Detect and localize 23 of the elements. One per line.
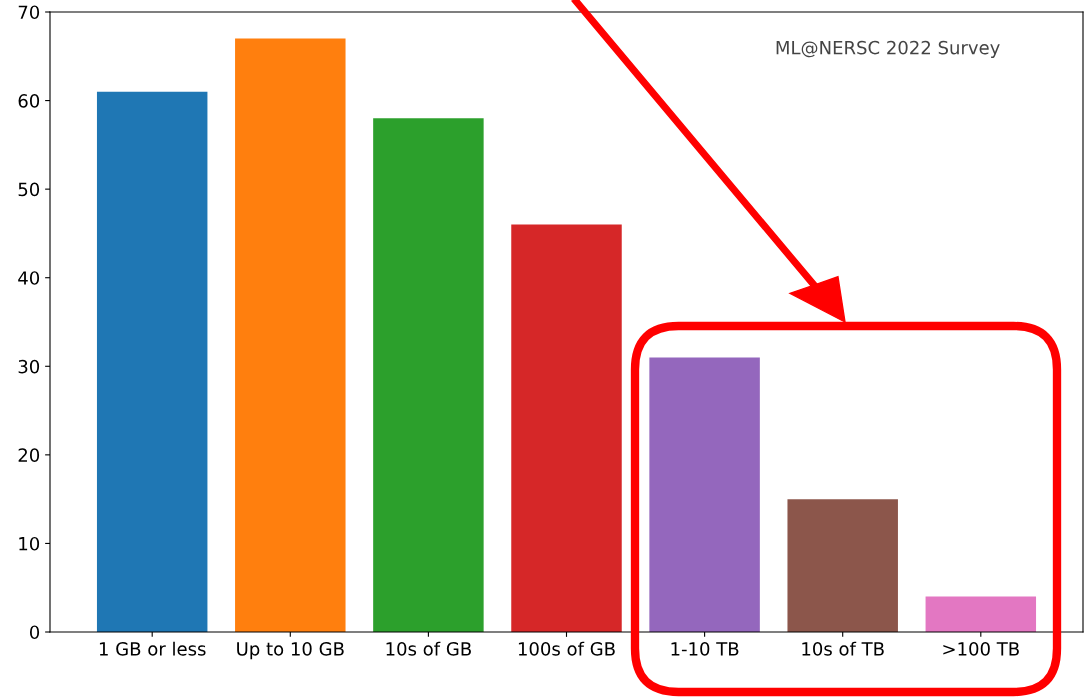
y-tick-label: 60	[18, 94, 40, 108]
x-tick-label: 100s of GB	[518, 641, 615, 656]
x-tick-label: 10s of GB	[386, 641, 471, 656]
x-tick-label: Up to 10 GB	[237, 642, 344, 660]
y-tick-label: 40	[18, 271, 40, 285]
x-tick-label: 10s of TB	[802, 641, 884, 656]
y-tick-label: 0	[29, 625, 40, 640]
x-tick-label: >100 TB	[943, 642, 1019, 656]
y-tick-label: 50	[18, 182, 40, 197]
y-tick-label: 10	[19, 536, 40, 551]
bar	[235, 38, 346, 632]
bar	[96, 91, 208, 632]
y-tick-label: 70	[18, 5, 40, 20]
bar	[511, 224, 622, 632]
x-tick-label: 1 GB or less	[99, 641, 206, 656]
bar	[925, 596, 1037, 632]
annotation: ML@NERSC 2022 Survey	[776, 40, 1000, 58]
bar	[373, 118, 484, 632]
y-tick-label: 20	[18, 448, 40, 462]
y-tick-label: 30	[18, 359, 40, 374]
bar	[649, 357, 760, 632]
x-tick-label: 1-10 TB	[671, 642, 739, 656]
bar	[787, 499, 898, 632]
